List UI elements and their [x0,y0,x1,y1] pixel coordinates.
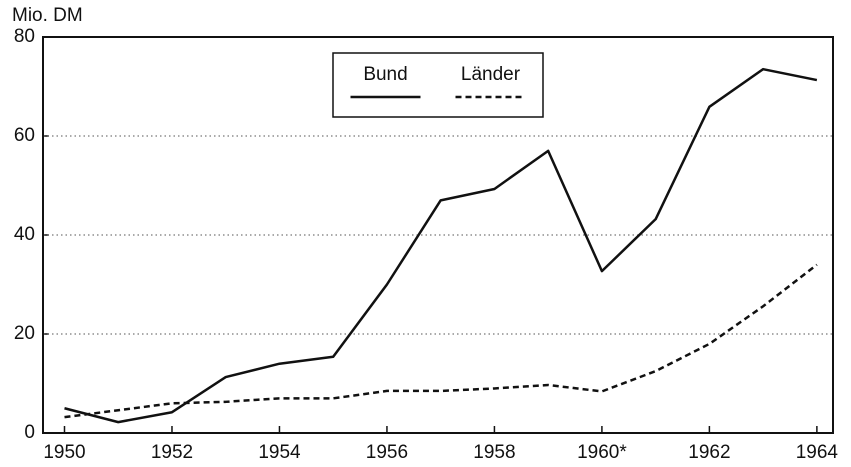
x-tick-label: 1960* [577,442,627,463]
y-tick-label: 0 [24,422,35,443]
x-tick-label: 1950 [43,442,85,463]
plot-frame [42,36,834,434]
legend-label: Länder [461,64,521,85]
x-tick-label: 1958 [473,442,515,463]
x-tick-label: 1952 [151,442,193,463]
series-line [64,67,818,424]
x-tick-label: 1964 [796,442,839,463]
y-axis-label: Mio. DM [12,5,83,26]
x-tick-label: 1954 [258,442,301,463]
y-tick-label: 60 [14,125,35,146]
legend-box [332,52,544,118]
legend-label: Bund [363,64,407,85]
y-tick-label: 40 [14,224,35,245]
y-tick-label: 20 [14,323,35,344]
x-tick-label: 1962 [688,442,730,463]
y-tick-label: 80 [14,26,35,47]
x-tick-label: 1956 [366,442,408,463]
